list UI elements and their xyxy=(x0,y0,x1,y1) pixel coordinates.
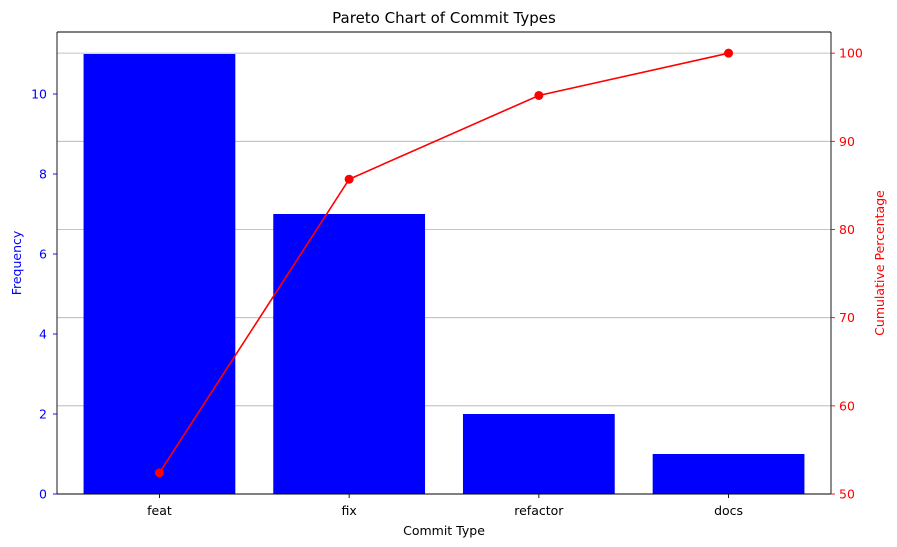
x-axis-ticks: feat fix refactor docs xyxy=(147,494,743,518)
right-y-tick-label: 50 xyxy=(839,487,855,502)
left-y-tick-label: 6 xyxy=(39,247,47,262)
cumulative-line xyxy=(158,52,729,474)
cumulative-line-series xyxy=(154,48,734,478)
plot-frame xyxy=(56,31,832,495)
chart-title: Pareto Chart of Commit Types xyxy=(332,9,556,27)
bar-docs xyxy=(652,454,805,494)
x-tick-label: fix xyxy=(342,503,357,518)
bar-series xyxy=(83,54,805,494)
right-y-axis-title: Cumulative Percentage xyxy=(872,190,887,336)
left-y-axis-ticks: 0 2 4 6 8 10 xyxy=(31,87,57,502)
left-y-tick-label: 10 xyxy=(31,87,47,102)
right-y-tick-label: 80 xyxy=(839,222,855,237)
x-tick-label: feat xyxy=(147,503,172,518)
x-tick-label: refactor xyxy=(514,503,564,518)
bar-fix xyxy=(273,214,426,494)
right-y-tick-label: 100 xyxy=(839,46,863,61)
cumulative-point-feat xyxy=(154,468,164,478)
left-y-tick-label: 4 xyxy=(39,327,47,342)
x-axis-title: Commit Type xyxy=(403,523,485,538)
right-y-tick-label: 90 xyxy=(839,134,855,149)
cumulative-point-fix xyxy=(344,174,354,184)
bar-refactor xyxy=(462,414,615,494)
right-y-tick-label: 70 xyxy=(839,310,855,325)
left-y-tick-label: 8 xyxy=(39,167,47,182)
left-y-tick-label: 0 xyxy=(39,487,47,502)
left-y-axis-title: Frequency xyxy=(9,230,24,295)
right-y-axis-ticks: 50 60 70 80 90 100 xyxy=(831,46,863,502)
cumulative-point-docs xyxy=(724,48,734,58)
bar-feat xyxy=(83,54,236,494)
cumulative-point-refactor xyxy=(534,90,544,100)
x-tick-label: docs xyxy=(714,503,743,518)
left-y-tick-label: 2 xyxy=(39,407,47,422)
right-y-tick-label: 60 xyxy=(839,398,855,413)
